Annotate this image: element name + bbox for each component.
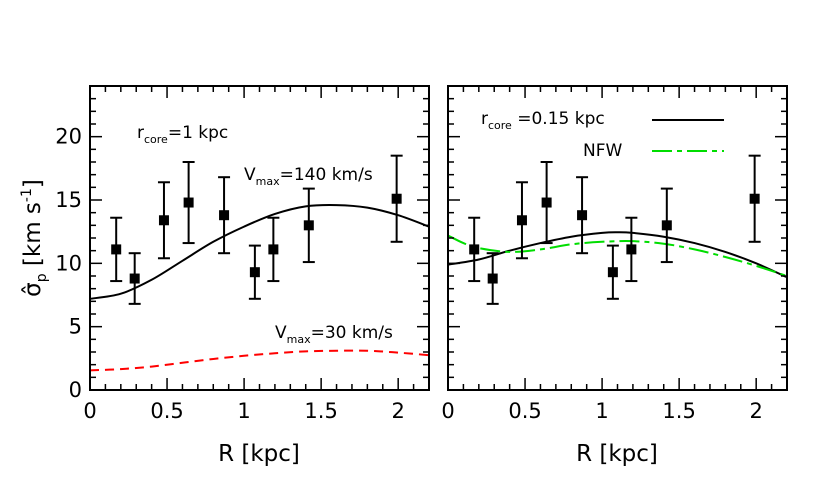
y-tick-label: 15	[55, 188, 82, 212]
left-model-curve-0	[89, 203, 430, 300]
left-annotation-vmax-30: Vmax=30 km/s	[275, 323, 393, 346]
y-axis-label: σ̂p [km s-1]	[19, 179, 50, 297]
right-model-curve-1	[447, 234, 788, 277]
right-x-tick-label: 0	[441, 399, 454, 423]
left-annotation-vmax-140: Vmax=140 km/s	[244, 165, 373, 188]
left-x-tick-label: 1.5	[304, 399, 337, 423]
right-model-curve-0	[447, 231, 788, 279]
left-data-point-1	[129, 273, 140, 284]
left-data-point-8	[391, 193, 402, 204]
left-x-tick-label: 2	[391, 399, 404, 423]
left-data-point-5	[249, 267, 260, 278]
left-data-point-0	[111, 244, 122, 255]
left-data-point-7	[303, 220, 314, 231]
right-x-tick-label: 0.5	[508, 399, 541, 423]
right-data-point-3	[541, 197, 552, 208]
left-data-point-2	[158, 215, 169, 226]
y-tick-label: 5	[69, 315, 82, 339]
right-x-tick-label: 2	[749, 399, 762, 423]
left-data-point-3	[183, 197, 194, 208]
right-data-point-0	[469, 244, 480, 255]
left-data-point-6	[268, 244, 279, 255]
legend-label-nfw: NFW	[583, 141, 622, 161]
left-data-point-4	[219, 210, 230, 221]
left-x-tick-label: 0.5	[150, 399, 183, 423]
y-tick-label: 20	[55, 125, 82, 149]
right-annotation-rcore: rcore =0.15 kpc	[481, 109, 605, 132]
right-data-point-7	[661, 220, 672, 231]
left-panel-frame	[89, 85, 430, 391]
right-panel: 0 0.5 1 1.5 2 rcore =0.15 kpc NFW R [kpc]	[441, 85, 788, 467]
right-data-point-5	[607, 267, 618, 278]
left-x-tick-label: 1	[237, 399, 250, 423]
y-tick-label: 10	[55, 251, 82, 275]
right-data-point-4	[577, 210, 588, 221]
right-panel-frame	[447, 85, 788, 391]
left-model-curve-1	[89, 349, 430, 372]
right-data-point-6	[626, 244, 637, 255]
right-data-point-2	[516, 215, 527, 226]
left-x-axis-label: R [kpc]	[218, 441, 300, 467]
right-x-tick-label: 1	[595, 399, 608, 423]
left-x-tick-label: 0	[83, 399, 96, 423]
right-x-tick-label: 1.5	[662, 399, 695, 423]
right-data-point-1	[487, 273, 498, 284]
y-tick-label: 0	[69, 378, 82, 402]
right-data-point-8	[749, 193, 760, 204]
right-x-axis-label: R [kpc]	[576, 441, 658, 467]
left-annotation-rcore: rcore=1 kpc	[137, 123, 228, 146]
